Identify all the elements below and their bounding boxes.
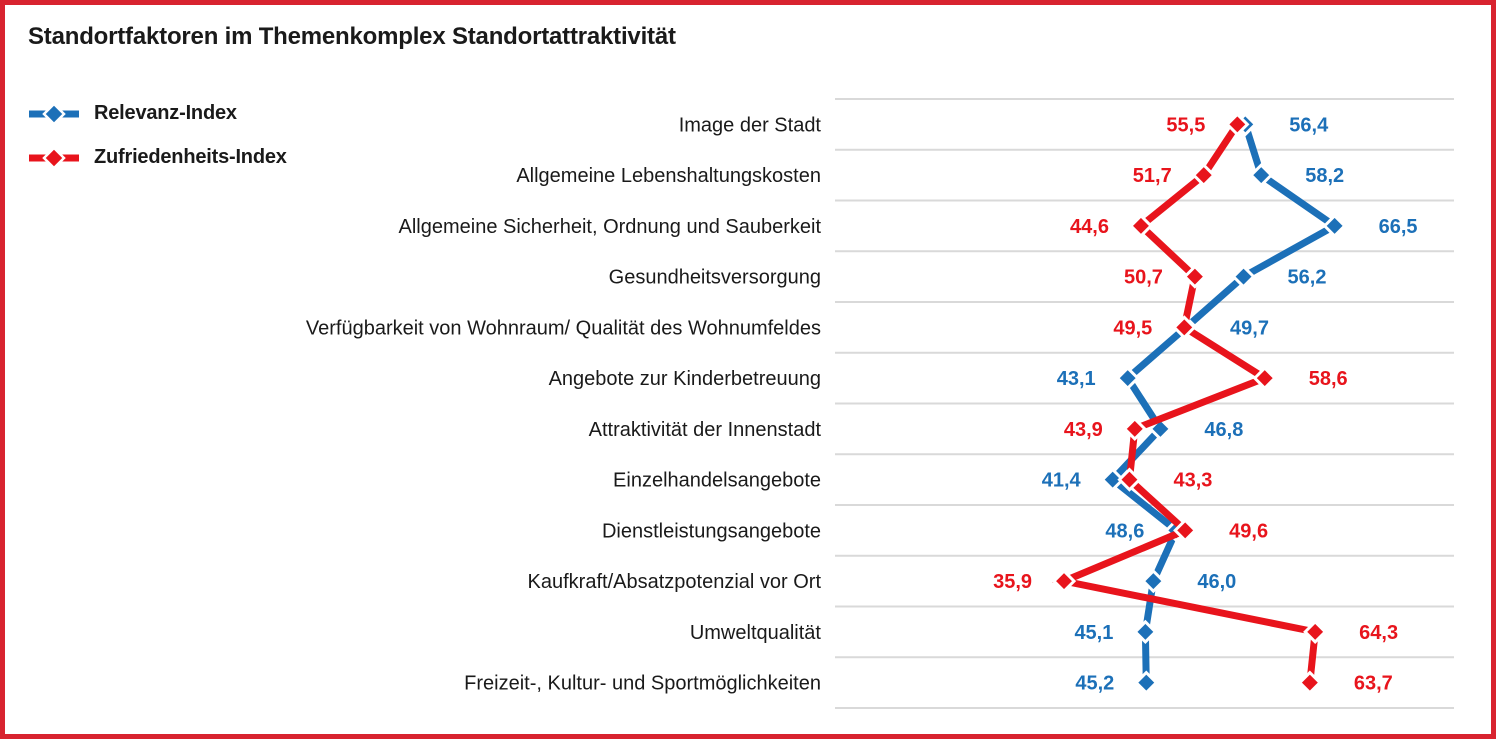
data-point-marker-relevanz-index [1134, 670, 1159, 695]
category-label: Dienstleistungsangebote [602, 520, 821, 542]
category-label: Allgemeine Sicherheit, Ordnung und Saube… [399, 216, 822, 238]
line-diamond-marker-icon [29, 101, 79, 126]
value-label: 43,9 [1064, 419, 1103, 441]
series-line-zufriedenheits-index [1052, 122, 1319, 683]
data-point-marker-zufriedenheits-index [1051, 569, 1077, 594]
category-label: Kaufkraft/Absatzpotenzial vor Ort [528, 571, 822, 593]
category-label: Angebote zur Kinderbetreuung [549, 368, 821, 390]
value-label: 43,3 [1173, 470, 1212, 492]
category-label: Gesundheitsversorgung [609, 267, 821, 289]
category-label: Allgemeine Lebenshaltungskosten [516, 165, 821, 187]
data-point-marker-zufriedenheits-index [1252, 366, 1277, 391]
value-label: 51,7 [1133, 165, 1172, 187]
value-label: 58,6 [1309, 368, 1348, 390]
value-label: 49,6 [1229, 520, 1268, 542]
value-label: 46,0 [1197, 571, 1236, 593]
legend: Relevanz-Index Zufriedenheits-Index [28, 100, 287, 171]
data-point-marker-zufriedenheits-index [1117, 467, 1142, 492]
legend-label-zufriedenheits-index: Zufriedenheits-Index [94, 146, 287, 168]
value-label: 45,1 [1074, 622, 1113, 644]
value-label: 35,9 [993, 571, 1032, 593]
category-label: Image der Stadt [679, 114, 822, 136]
value-label: 55,5 [1166, 114, 1205, 136]
value-label: 63,7 [1354, 673, 1393, 695]
value-label: 43,1 [1057, 368, 1096, 390]
data-point-marker-zufriedenheits-index [1297, 670, 1322, 695]
value-label: 64,3 [1359, 622, 1398, 644]
data-point-marker-zufriedenheits-index [1172, 315, 1197, 340]
legend-label-relevanz-index: Relevanz-Index [94, 102, 237, 124]
value-label: 41,4 [1042, 470, 1082, 492]
category-label: Umweltqualität [690, 622, 822, 644]
data-point-marker-zufriedenheits-index [1303, 619, 1328, 644]
data-point-marker-relevanz-index [1231, 264, 1256, 289]
category-label: Attraktivität der Innenstadt [589, 419, 822, 441]
value-label: 46,8 [1204, 419, 1243, 441]
value-label: 56,2 [1288, 267, 1327, 289]
chart-title: Standortfaktoren im Themenkomplex Stando… [28, 23, 676, 50]
category-label: Verfügbarkeit von Wohnraum/ Qualität des… [306, 317, 821, 339]
data-point-marker-relevanz-index [1322, 213, 1347, 238]
value-label: 58,2 [1305, 165, 1344, 187]
value-label: 56,4 [1289, 114, 1329, 136]
value-label: 66,5 [1379, 216, 1418, 238]
data-point-marker-relevanz-index [1133, 619, 1158, 644]
data-point-marker-relevanz-index [1249, 163, 1274, 188]
data-point-marker-zufriedenheits-index [1225, 112, 1250, 137]
value-label: 44,6 [1070, 216, 1109, 238]
legend-item-zufriedenheits-index: Zufriedenheits-Index [28, 144, 287, 171]
value-label: 45,2 [1075, 673, 1114, 695]
data-point-marker-relevanz-index [1141, 569, 1166, 594]
value-label: 49,7 [1230, 317, 1269, 339]
data-point-marker-zufriedenheits-index [1173, 518, 1198, 543]
legend-item-relevanz-index: Relevanz-Index [28, 100, 287, 127]
data-point-marker-zufriedenheits-index [1191, 163, 1216, 188]
data-point-marker-relevanz-index [1115, 366, 1140, 391]
value-label: 49,5 [1113, 317, 1152, 339]
profile-chart: Image der Stadt Allgemeine Lebenshaltungs… [306, 98, 1454, 709]
line-diamond-marker-icon [29, 145, 79, 170]
data-point-marker-zufriedenheits-index [1122, 416, 1147, 441]
value-label: 48,6 [1105, 520, 1144, 542]
value-label: 50,7 [1124, 267, 1163, 289]
category-label: Freizeit-, Kultur- und Sportmöglichkeite… [464, 673, 821, 695]
data-point-marker-zufriedenheits-index [1128, 213, 1154, 238]
data-point-marker-zufriedenheits-index [1182, 264, 1208, 289]
category-label: Einzelhandelsangebote [613, 470, 821, 492]
